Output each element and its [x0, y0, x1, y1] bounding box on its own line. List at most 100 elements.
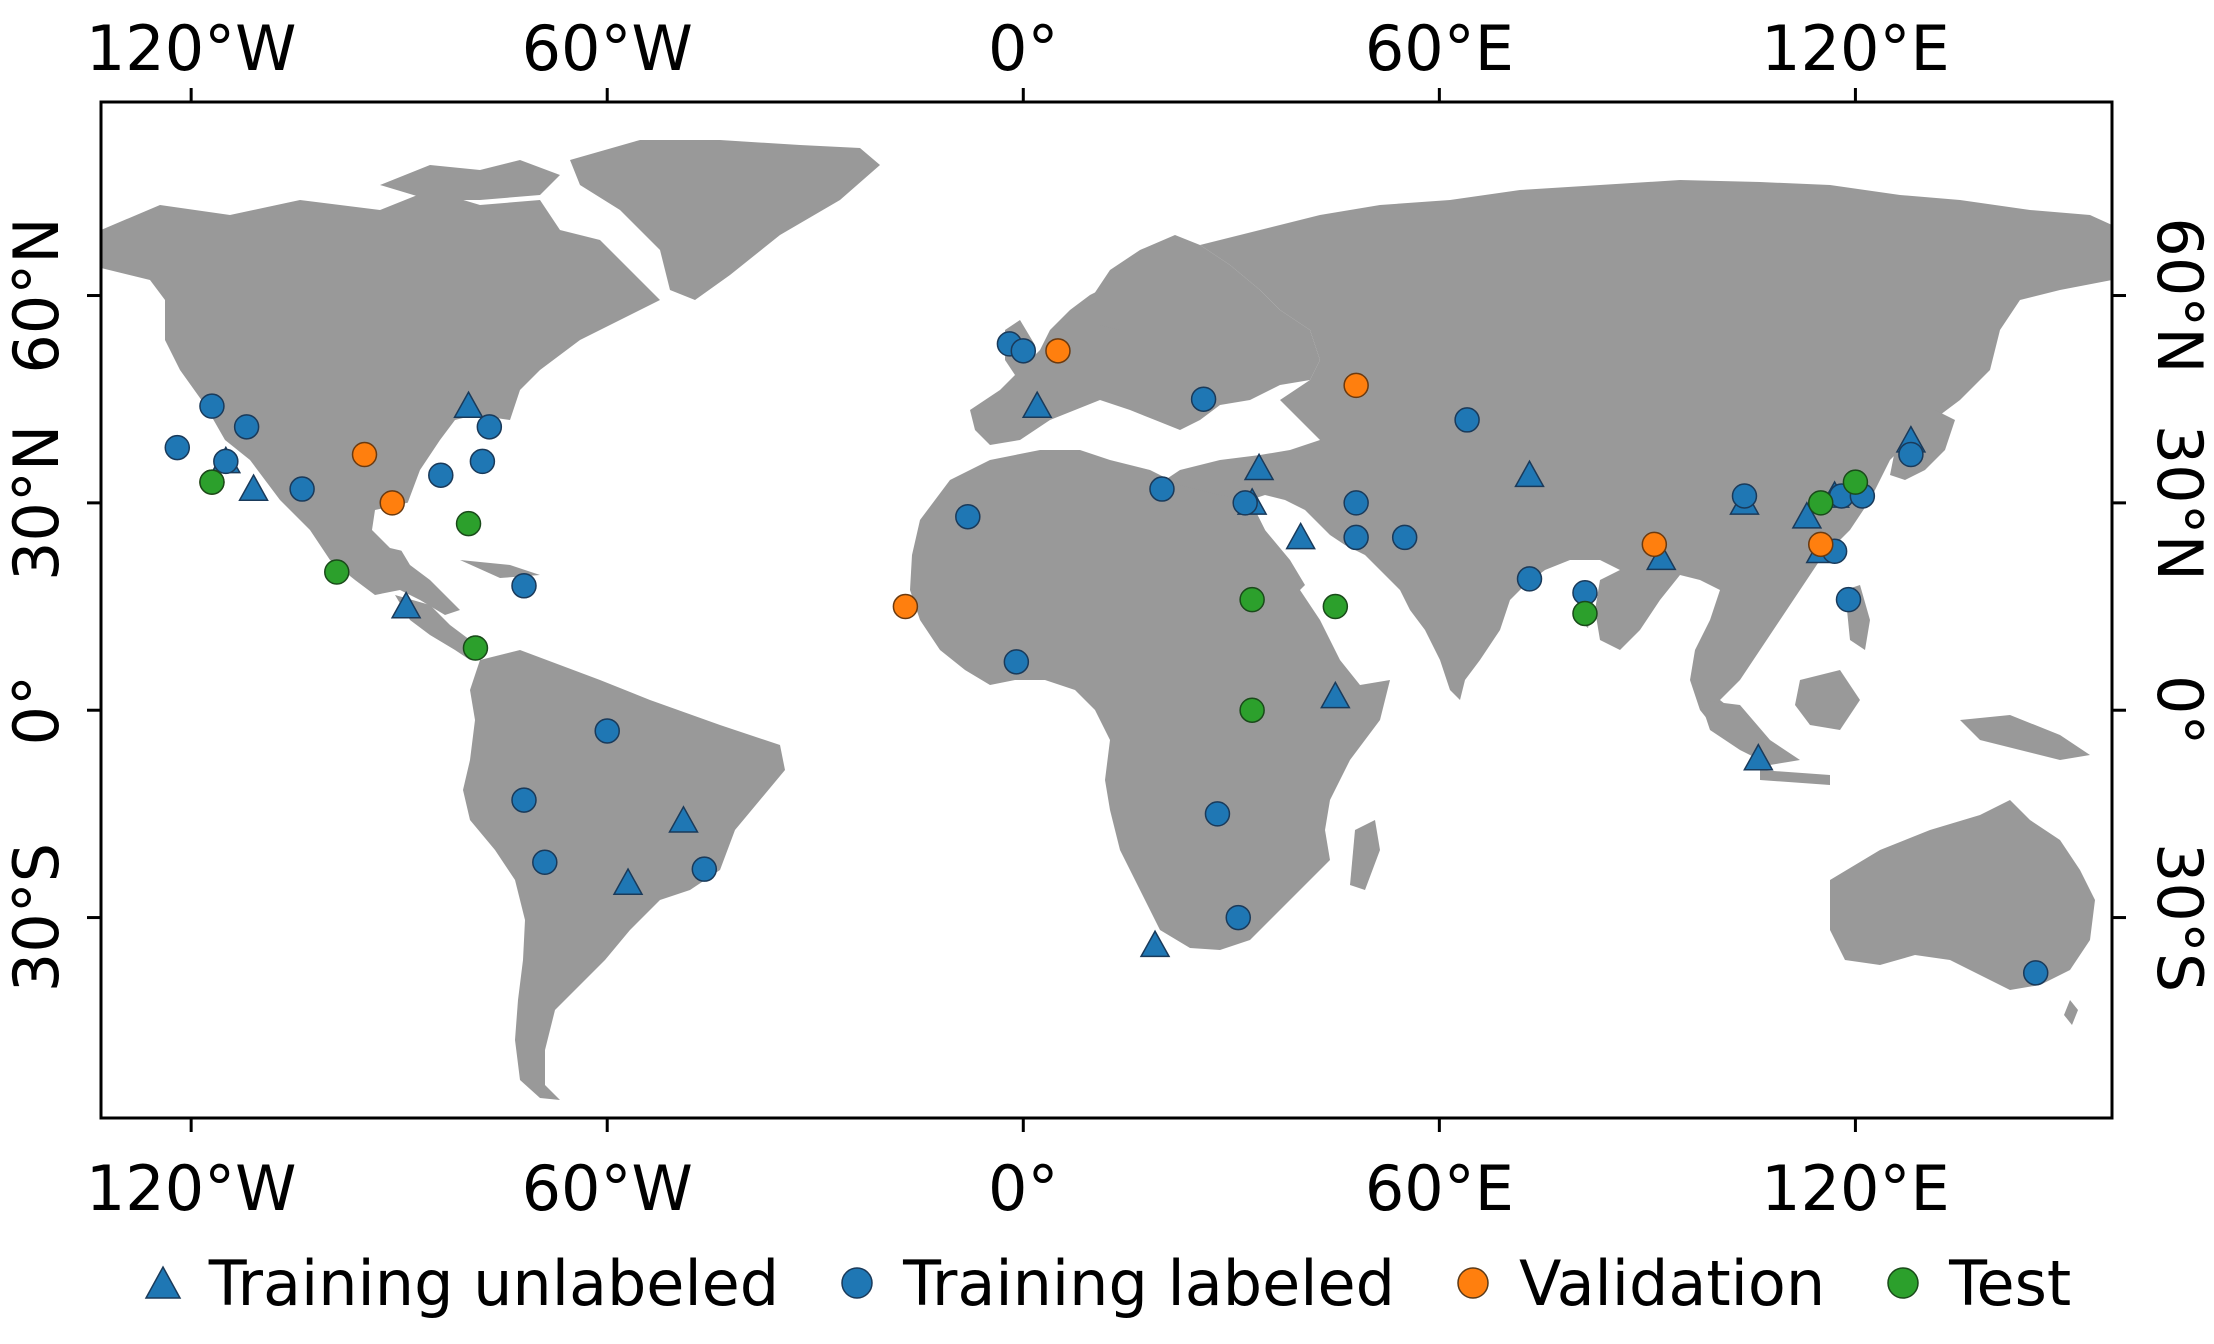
legend: Training unlabeled Training labeled Vali…: [0, 1238, 2214, 1328]
land-north-america: [101, 190, 660, 615]
point-validation: [1808, 531, 1834, 558]
point-training-labeled: [1204, 801, 1231, 827]
legend-item-validation: Validation: [1453, 1247, 1825, 1320]
land-greenland: [570, 140, 880, 300]
y-tick-label-right: 0°: [2143, 675, 2214, 745]
land-java: [1760, 770, 1830, 785]
circle-marker-icon: [1453, 1263, 1493, 1303]
point-training-labeled: [594, 718, 620, 744]
land-scandinavia: [1090, 235, 1200, 330]
x-tick-label-top: 120°W: [86, 12, 297, 85]
point-training-labeled: [1835, 586, 1862, 613]
legend-item-training-labeled: Training labeled: [837, 1247, 1395, 1320]
x-tick-label-top: 0°: [988, 12, 1058, 85]
point-training-labeled: [428, 462, 454, 488]
point-training-labeled: [1010, 338, 1037, 364]
circle-marker-icon: [1883, 1263, 1923, 1303]
land-arctic-islands: [380, 160, 560, 200]
land-cuba: [460, 560, 540, 578]
point-test: [462, 635, 489, 661]
point-training-labeled: [1898, 441, 1924, 468]
land-indonesia: [1700, 700, 1800, 765]
point-training-unlabeled: [1021, 390, 1053, 419]
point-training-unlabeled: [238, 473, 269, 501]
point-training-labeled: [1232, 490, 1258, 516]
point-training-labeled: [1225, 904, 1252, 931]
y-tick-label-left: 30°N: [0, 425, 73, 581]
land-borneo: [1795, 670, 1860, 730]
point-test: [1572, 600, 1598, 627]
point-validation: [1641, 531, 1668, 558]
point-training-unlabeled: [1243, 452, 1275, 481]
point-training-labeled: [233, 414, 260, 440]
point-training-labeled: [1343, 524, 1369, 551]
point-training-unlabeled: [612, 867, 644, 895]
x-tick-label-bottom: 0°: [988, 1152, 1058, 1225]
point-training-labeled: [213, 448, 239, 475]
point-training-unlabeled: [1743, 743, 1774, 771]
y-tick-label-right: 30°N: [2143, 425, 2214, 581]
point-validation: [892, 593, 919, 620]
point-training-labeled: [691, 856, 718, 882]
y-tick-label-left: 0°: [0, 675, 73, 745]
point-training-labeled: [1190, 386, 1217, 412]
point-training-labeled: [1391, 524, 1418, 551]
point-training-labeled: [289, 476, 315, 502]
y-tick-label-right: 30°S: [2143, 843, 2214, 992]
point-validation: [379, 490, 405, 516]
y-tick-label-right: 60°N: [2143, 217, 2214, 373]
point-test: [199, 469, 225, 495]
point-training-labeled: [955, 503, 981, 530]
legend-label-test: Test: [1949, 1246, 2072, 1320]
point-training-unlabeled: [1285, 521, 1316, 550]
point-training-labeled: [1516, 566, 1543, 592]
x-tick-label-top: 120°E: [1761, 12, 1950, 85]
point-training-unlabeled: [1139, 929, 1171, 958]
triangle-marker-icon: [143, 1263, 183, 1303]
point-test: [1808, 490, 1834, 516]
point-training-labeled: [1149, 476, 1175, 502]
x-tick-label-bottom: 120°E: [1761, 1152, 1950, 1225]
point-test: [324, 559, 350, 585]
axis-tick-labels: 120°W 120°W 60°W 60°W 0° 0° 60°E 60°E 120°E 120°E…: [0, 12, 2214, 1225]
point-training-labeled: [476, 414, 503, 440]
axis-ticks: [87, 88, 2126, 1132]
x-tick-label-bottom: 120°W: [86, 1152, 297, 1225]
map-frame: [99, 100, 2114, 1120]
x-tick-label-bottom: 60°E: [1365, 1152, 1514, 1225]
land-australia: [1830, 800, 2095, 990]
point-training-labeled: [1454, 407, 1480, 433]
point-training-labeled: [1003, 649, 1030, 675]
y-tick-label-left: 30°S: [0, 843, 73, 992]
land-new-guinea: [1960, 715, 2090, 760]
legend-label-validation: Validation: [1518, 1246, 1826, 1320]
circle-marker-icon: [837, 1263, 877, 1303]
point-training-labeled: [532, 849, 558, 876]
point-training-unlabeled: [1514, 459, 1545, 488]
land-new-zealand: [2064, 1000, 2078, 1025]
legend-item-training-unlabeled: Training unlabeled: [143, 1247, 779, 1320]
land-asia: [1165, 180, 2112, 740]
x-tick-label-top: 60°W: [522, 12, 693, 85]
land-europe: [970, 245, 1320, 445]
data-points: [164, 331, 2049, 986]
x-tick-label-bottom: 60°W: [522, 1152, 693, 1225]
land-madagascar: [1350, 820, 1380, 890]
point-training-labeled: [511, 787, 537, 813]
point-test: [1322, 593, 1349, 620]
point-validation: [1045, 338, 1071, 364]
point-training-labeled: [1343, 490, 1369, 516]
legend-label-training-labeled: Training labeled: [903, 1246, 1395, 1320]
point-training-unlabeled: [390, 590, 422, 619]
point-test: [455, 510, 482, 537]
point-training-labeled: [164, 434, 191, 461]
point-training-unlabeled: [453, 390, 484, 419]
point-test: [1239, 697, 1265, 723]
point-training-labeled: [1731, 483, 1758, 509]
land-masses: [101, 140, 2112, 1100]
legend-item-test: Test: [1883, 1247, 2071, 1320]
x-tick-label-top: 60°E: [1365, 12, 1514, 85]
point-test: [1842, 469, 1869, 495]
point-training-labeled: [199, 393, 225, 419]
